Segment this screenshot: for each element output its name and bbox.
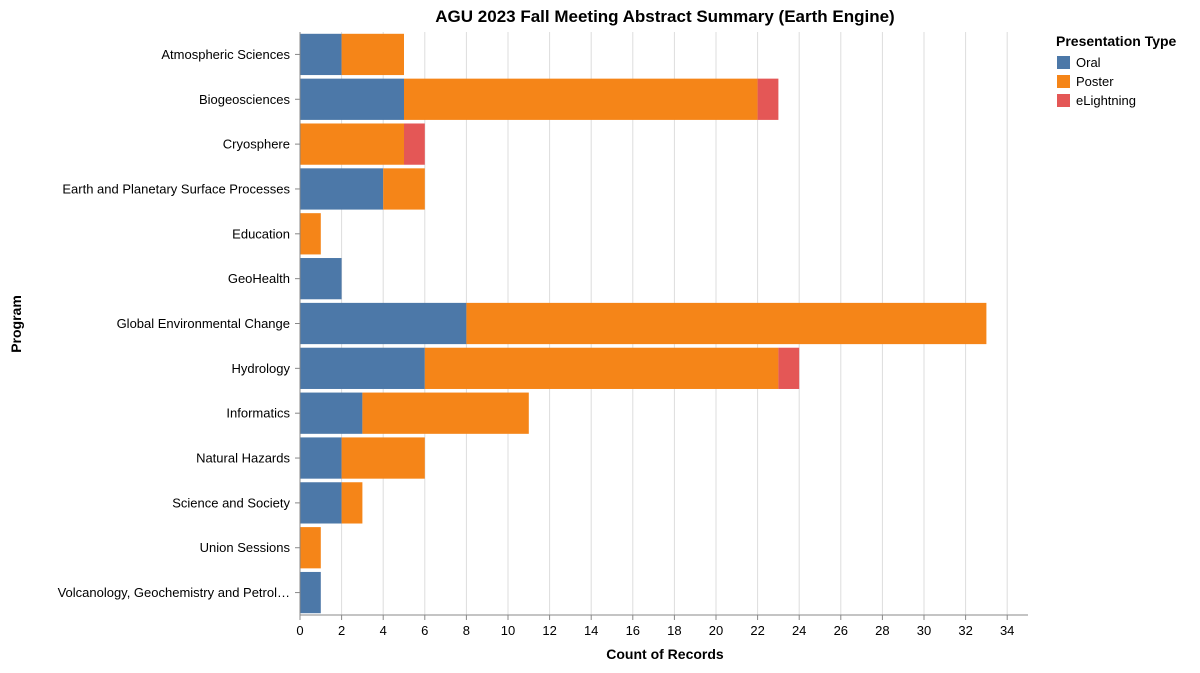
y-tick-label: Cryosphere [223,137,290,152]
bar-elightning [757,78,779,120]
y-tick-label: Natural Hazards [196,451,290,466]
bar-oral [300,258,342,300]
bar-oral [300,347,425,389]
y-tick-label: Atmospheric Sciences [161,47,290,62]
bar-oral [300,33,342,76]
y-tick-label: Union Sessions [200,540,291,555]
legend-swatch-poster [1057,75,1070,88]
bar-poster [300,123,404,165]
x-tick-label: 20 [709,623,723,638]
bar-poster [466,302,987,345]
y-tick-label: Biogeosciences [199,92,291,107]
x-tick-label: 2 [338,623,345,638]
bar-poster [404,78,758,120]
y-tick-label: GeoHealth [228,271,290,286]
bar-elightning [404,123,425,165]
bar-oral [300,482,342,524]
bar-poster [341,437,425,479]
legend: Presentation Type Oral Poster eLightning [1056,33,1177,108]
x-tick-label: 16 [626,623,640,638]
x-tick-label: 24 [792,623,806,638]
x-tick-label: 0 [296,623,303,638]
x-tick-label: 4 [380,623,387,638]
chart-title: AGU 2023 Fall Meeting Abstract Summary (… [435,7,894,26]
x-tick-label: 28 [875,623,889,638]
bar-oral [300,437,342,479]
x-tick-label: 10 [501,623,515,638]
bar-poster [341,33,404,76]
bar-oral [300,571,321,614]
x-tick-label: 18 [667,623,681,638]
y-tick-label: Hydrology [231,361,290,376]
bar-oral [300,302,467,345]
x-tick-label: 32 [958,623,972,638]
y-tick-label: Science and Society [172,495,290,510]
x-tick-label: 34 [1000,623,1014,638]
y-tick-label: Global Environmental Change [117,316,290,331]
x-axis-title: Count of Records [606,646,724,662]
y-tick-label: Volcanology, Geochemistry and Petrol… [58,585,290,600]
legend-label: Poster [1076,74,1114,89]
x-tick-label: 26 [834,623,848,638]
y-tick-label: Informatics [226,406,290,421]
bar-oral [300,392,363,434]
legend-swatch-elightning [1057,94,1070,107]
bar-poster [341,482,363,524]
legend-title: Presentation Type [1056,33,1177,49]
x-tick-label: 8 [463,623,470,638]
x-tick-label: 30 [917,623,931,638]
bar-poster [383,168,425,210]
x-tick-label: 22 [750,623,764,638]
legend-label: eLightning [1076,93,1136,108]
bar-poster [300,527,321,569]
y-axis-title: Program [8,295,24,353]
bar-oral [300,168,384,210]
axis-layer: 0 2 4 6 8 10 12 14 16 18 20 22 24 26 28 30 32 34Atmospher… [58,32,1028,638]
legend-swatch-oral [1057,56,1070,69]
x-tick-label: 14 [584,623,598,638]
legend-label: Oral [1076,55,1101,70]
bar-poster [362,392,529,434]
x-tick-label: 12 [542,623,556,638]
y-tick-label: Earth and Planetary Surface Processes [62,181,290,196]
y-tick-label: Education [232,226,290,241]
bar-oral [300,78,404,120]
bar-poster [424,347,779,389]
bar-layer [300,33,987,614]
x-tick-label: 6 [421,623,428,638]
bar-poster [300,213,321,255]
bar-elightning [778,347,800,389]
